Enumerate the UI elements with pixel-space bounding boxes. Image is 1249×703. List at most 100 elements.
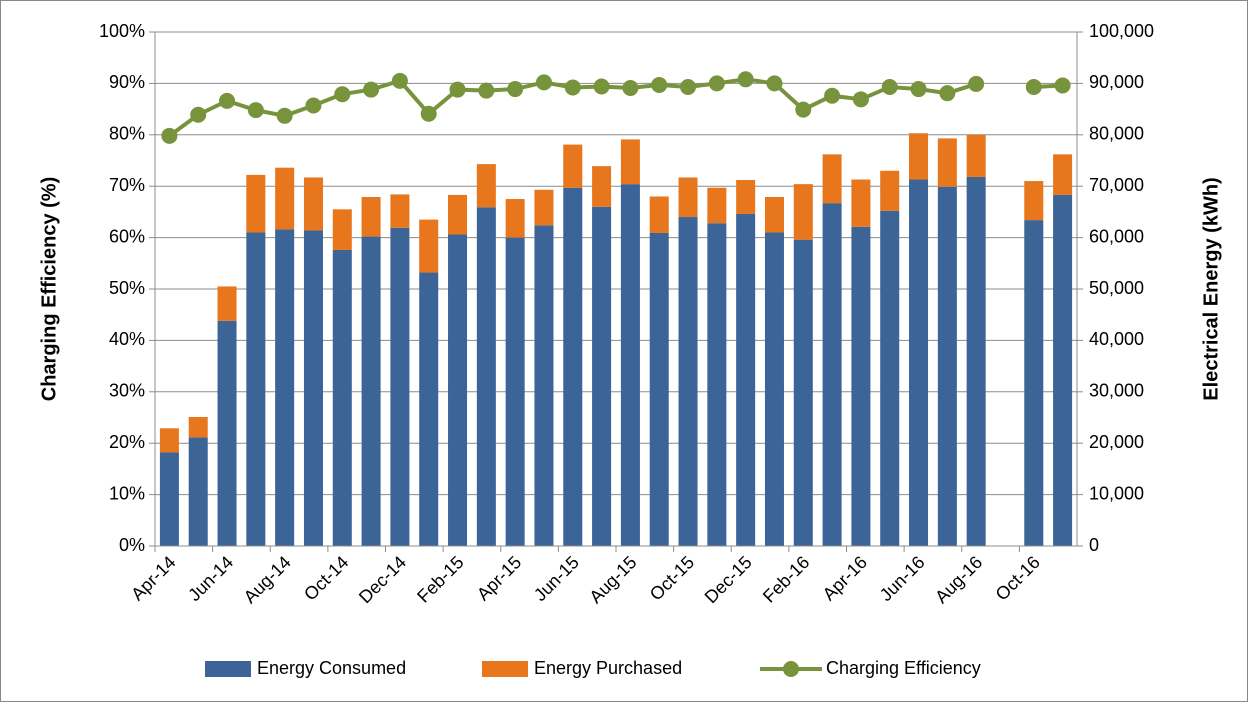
bar	[505, 199, 525, 238]
legend-swatch	[205, 661, 251, 677]
point	[881, 78, 898, 95]
point	[795, 101, 812, 118]
bar	[390, 227, 410, 547]
y-tick-label: 80%	[109, 124, 145, 144]
y-tick-label: 40%	[109, 329, 145, 349]
bar	[188, 437, 208, 546]
point	[190, 106, 207, 123]
bar	[476, 207, 496, 547]
y-tick-label: 30%	[109, 381, 145, 401]
point	[507, 81, 524, 98]
bar	[592, 206, 612, 546]
point	[910, 81, 927, 98]
bar	[1053, 154, 1073, 195]
y2-axis-title: Electrical Energy (kWh)	[1200, 177, 1222, 400]
point	[593, 78, 610, 95]
bar	[534, 225, 554, 546]
bar	[476, 164, 496, 208]
point	[564, 79, 581, 96]
bar	[707, 187, 727, 224]
bar	[822, 203, 842, 547]
bar	[1053, 194, 1073, 547]
bar	[275, 229, 295, 546]
bar	[678, 177, 698, 218]
bar	[419, 219, 439, 273]
bar	[592, 166, 612, 207]
y-tick-label: 100%	[99, 21, 145, 41]
bar	[419, 272, 439, 546]
bar	[505, 237, 525, 546]
bar	[361, 236, 381, 546]
bar	[332, 209, 352, 250]
y2-tick-label: 40,000	[1089, 329, 1144, 349]
bar	[736, 180, 756, 214]
bar	[448, 234, 468, 547]
point	[1025, 78, 1042, 95]
bar	[303, 230, 323, 547]
point	[680, 78, 697, 95]
point	[449, 81, 466, 98]
y-tick-label: 90%	[109, 72, 145, 92]
legend-swatch	[482, 661, 528, 677]
bar	[159, 428, 179, 453]
y2-tick-label: 90,000	[1089, 72, 1144, 92]
point	[535, 74, 552, 91]
bar	[736, 213, 756, 546]
bar	[937, 138, 957, 187]
bar	[563, 187, 583, 546]
bar	[793, 184, 813, 240]
y2-tick-label: 50,000	[1089, 278, 1144, 298]
point	[852, 91, 869, 108]
bar	[390, 194, 410, 228]
legend-marker	[783, 661, 799, 677]
legend-label: Charging Efficiency	[826, 658, 981, 678]
bar	[880, 210, 900, 546]
bar	[678, 217, 698, 547]
y2-tick-label: 10,000	[1089, 483, 1144, 503]
bar	[620, 139, 640, 185]
bar	[764, 232, 784, 546]
point	[420, 105, 437, 122]
point	[737, 71, 754, 88]
y2-tick-label: 30,000	[1089, 381, 1144, 401]
point	[247, 102, 264, 119]
bar	[649, 232, 669, 546]
bar	[707, 223, 727, 546]
bar	[332, 249, 352, 546]
point	[391, 72, 408, 89]
y2-tick-label: 0	[1089, 535, 1099, 555]
y2-tick-label: 80,000	[1089, 124, 1144, 144]
bar	[448, 194, 468, 235]
y2-tick-label: 100,000	[1089, 21, 1154, 41]
point	[766, 75, 783, 92]
y-tick-label: 10%	[109, 483, 145, 503]
legend-label: Energy Purchased	[534, 658, 682, 678]
bar	[563, 144, 583, 188]
bar	[246, 174, 266, 233]
point	[708, 75, 725, 92]
point	[968, 75, 985, 92]
point	[651, 76, 668, 93]
point	[824, 87, 841, 104]
bar	[246, 232, 266, 546]
bar	[1024, 220, 1044, 546]
y2-tick-label: 20,000	[1089, 432, 1144, 452]
bar	[909, 179, 929, 546]
bar	[966, 134, 986, 177]
point	[219, 92, 236, 109]
y-tick-label: 60%	[109, 226, 145, 246]
point	[363, 81, 380, 98]
bar	[1024, 181, 1044, 221]
bar	[966, 176, 986, 546]
y2-tick-label: 60,000	[1089, 226, 1144, 246]
point	[276, 107, 293, 124]
bar	[303, 177, 323, 231]
point	[939, 85, 956, 102]
point	[478, 82, 495, 99]
point	[334, 86, 351, 103]
bar	[275, 167, 295, 230]
bar	[159, 452, 179, 546]
bar	[851, 179, 871, 227]
bar	[217, 286, 237, 321]
